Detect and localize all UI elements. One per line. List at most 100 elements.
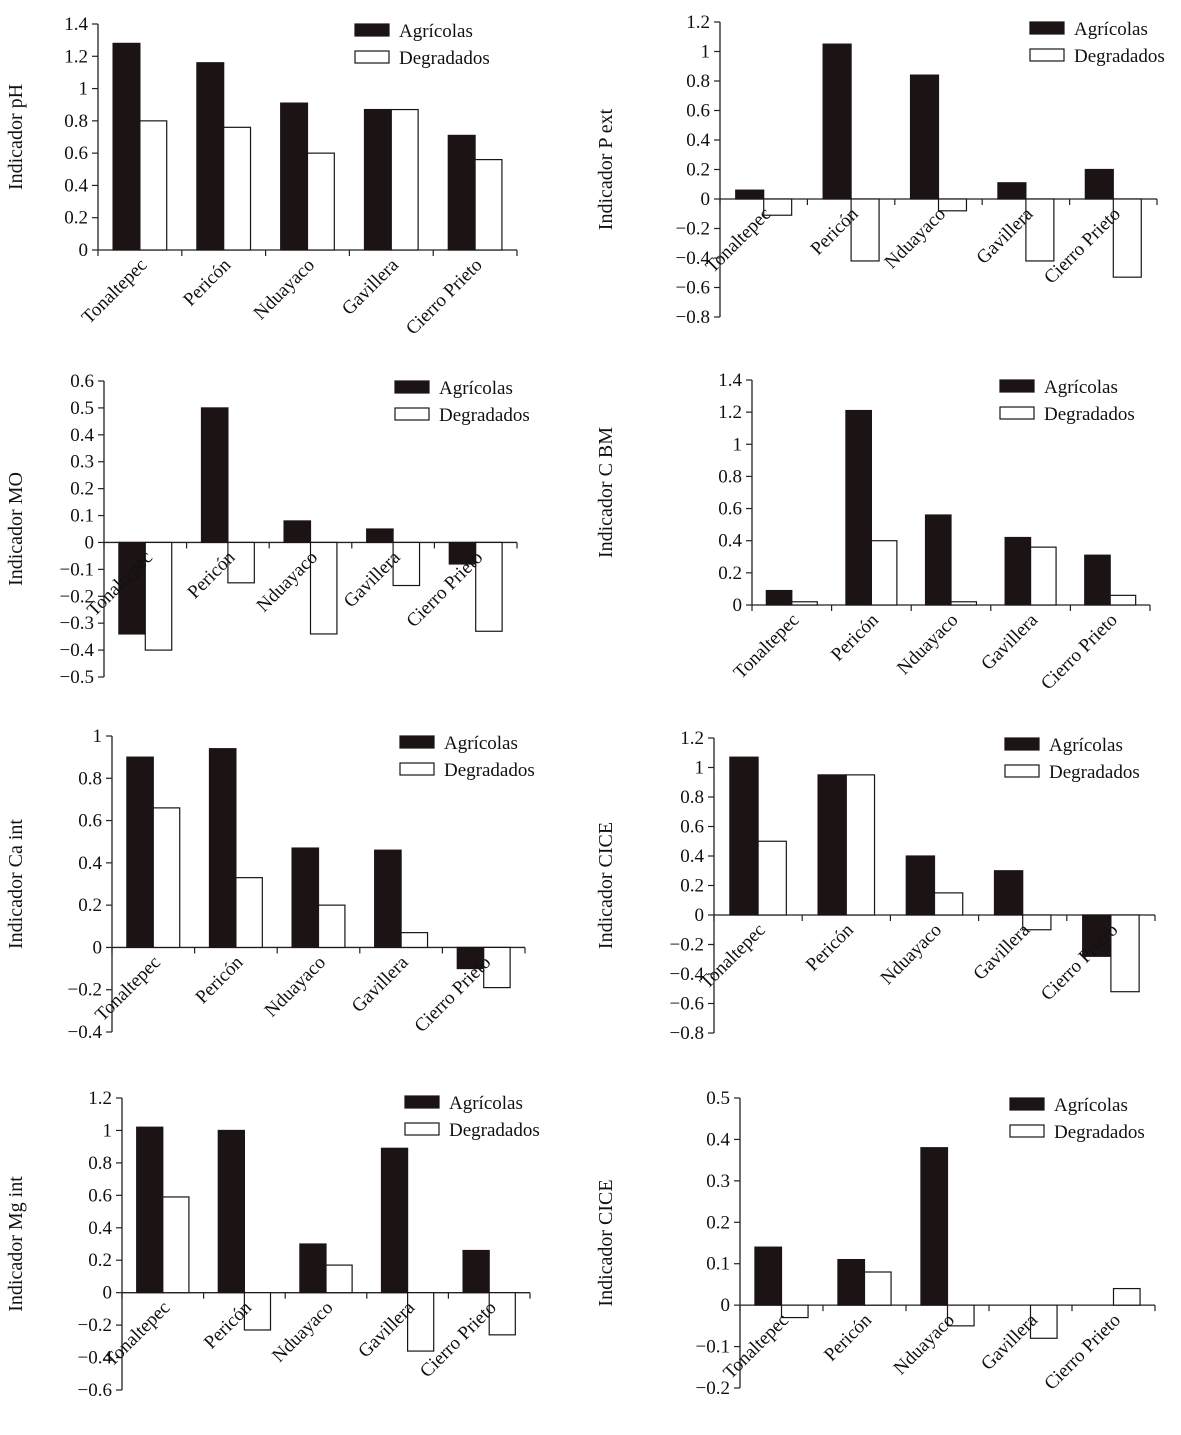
bar-degradados <box>863 1271 892 1306</box>
panel-mg-int: −0.6 −0.4 −0.2 0 0.2 0.4 0.6 0.8 1 1.2 Indicador M… <box>0 1080 590 1435</box>
bar-agricolas <box>909 74 940 200</box>
bar-agricolas <box>363 108 392 251</box>
y-tick-label: 1 <box>695 758 705 779</box>
bar-degradados <box>850 198 880 262</box>
y-tick-label: 0.4 <box>680 846 704 867</box>
bar-agricolas <box>729 756 759 916</box>
y-tick-label: −0.8 <box>676 307 710 328</box>
legend-label-agricolas: Agrícolas <box>1074 19 1148 40</box>
bar-agricolas <box>200 407 229 544</box>
panel-c-bm: 0 0.2 0.4 0.6 0.8 1 1.2 1.4 Indicador C BM Tonalt… <box>590 360 1180 715</box>
y-tick-label: 0.6 <box>78 811 102 832</box>
y-tick-label: 0.5 <box>70 398 94 419</box>
category-label: Tonaltepec <box>78 255 152 329</box>
y-tick-label: −0.6 <box>670 994 704 1015</box>
category-label: Nduayaco <box>877 920 946 989</box>
bar-degradados <box>152 807 181 949</box>
chart-svg: −0.5 −0.4 −0.3 −0.2 −0.1 0 0.1 0.2 0.3 0.4 0.5 0.6 I… <box>5 371 530 688</box>
y-tick-label: −0.2 <box>696 1378 730 1399</box>
y-tick-label: 0 <box>79 240 89 261</box>
bar-agricolas <box>217 1129 245 1294</box>
y-tick-label: 1 <box>733 434 743 455</box>
legend: Agrícolas Degradados <box>999 377 1135 425</box>
y-tick-label: −0.2 <box>676 219 710 240</box>
bar-degradados <box>306 152 335 251</box>
legend-label-agricolas: Agrícolas <box>1049 735 1123 756</box>
bar-agricolas <box>380 1147 409 1294</box>
bar-degradados <box>325 1264 353 1294</box>
y-tick-label: 1.2 <box>686 12 710 33</box>
bar-agricolas <box>754 1246 783 1306</box>
y-tick-label: −0.4 <box>78 1348 113 1369</box>
y-tick-label: 0.2 <box>680 876 704 897</box>
legend: Agrícolas Degradados <box>1029 19 1165 67</box>
panel-cice: −0.8 −0.6 −0.4 −0.2 0 0.2 0.4 0.6 0.8 1 1.2 Indicad… <box>590 718 1180 1073</box>
y-tick-label: 0 <box>701 189 711 210</box>
y-tick-label: 0.6 <box>686 101 710 122</box>
y-tick-label: 0.4 <box>64 175 88 196</box>
bar-degradados <box>475 541 503 632</box>
category-label: Tonaltepec <box>702 204 776 278</box>
y-tick-label: −0.1 <box>60 559 94 580</box>
bar-degradados <box>933 892 964 916</box>
legend-label-degradados: Degradados <box>1074 46 1165 67</box>
category-label: Gavillera <box>977 609 1042 674</box>
y-axis-title: Indicador CICE <box>595 822 617 949</box>
y-tick-label: 1.2 <box>64 46 88 67</box>
y-tick-label: 0.8 <box>680 787 704 808</box>
y-tick-label: −0.5 <box>60 667 94 688</box>
chart-svg: −0.4 −0.2 0 0.2 0.4 0.6 0.8 1 Indicador Ca int To… <box>5 726 535 1043</box>
bar-degradados <box>243 1292 272 1331</box>
y-tick-label: 0.1 <box>70 506 94 527</box>
legend-swatch-degradados <box>394 407 430 421</box>
bar-agricolas <box>1004 536 1032 606</box>
y-tick-label: 1.4 <box>64 14 88 35</box>
category-label: Gavillera <box>338 254 403 319</box>
bar-agricolas <box>735 189 765 200</box>
category-label: Gavillera <box>348 952 413 1017</box>
category-label: Pericón <box>179 254 235 310</box>
panel-ca-int: −0.4 −0.2 0 0.2 0.4 0.6 0.8 1 Indicador Ca int To… <box>0 718 590 1073</box>
legend-label-degradados: Degradados <box>1049 762 1140 783</box>
y-tick-label: 0.2 <box>88 1250 112 1271</box>
bar-agricolas <box>196 62 225 251</box>
category-label: Nduayaco <box>250 255 319 324</box>
y-tick-label: 0 <box>695 905 705 926</box>
legend-swatch-degradados <box>1004 764 1040 778</box>
bar-agricolas <box>993 870 1024 916</box>
y-tick-label: 0.2 <box>70 479 94 500</box>
legend-label-degradados: Degradados <box>439 405 530 426</box>
bar-agricolas <box>112 42 141 251</box>
legend-swatch-agricolas <box>1004 737 1040 751</box>
bar-agricolas <box>299 1243 327 1294</box>
category-label: Tonaltepec <box>91 952 165 1026</box>
y-tick-label: 1 <box>93 726 103 747</box>
bar-degradados <box>317 904 346 949</box>
y-tick-label: −0.4 <box>670 964 705 985</box>
y-tick-label: −0.1 <box>696 1337 730 1358</box>
y-tick-label: 0.4 <box>718 531 742 552</box>
panel-mo: −0.5 −0.4 −0.3 −0.2 −0.1 0 0.1 0.2 0.3 0.4 0.5 0.6 I… <box>0 360 590 715</box>
y-tick-label: −0.3 <box>60 613 94 634</box>
y-tick-label: 0.8 <box>686 71 710 92</box>
bar-degradados <box>763 198 793 216</box>
bar-degradados <box>139 120 168 251</box>
y-tick-label: −0.8 <box>670 1023 704 1044</box>
y-tick-label: 0.3 <box>706 1171 730 1192</box>
legend-swatch-agricolas <box>354 23 390 37</box>
category-label: Pericón <box>192 952 248 1008</box>
bar-agricolas <box>462 1249 490 1294</box>
y-tick-label: 1 <box>103 1120 113 1141</box>
y-axis-title: Indicador P ext <box>595 108 617 230</box>
y-tick-label: 0.8 <box>718 466 742 487</box>
bar-degradados <box>474 159 503 251</box>
legend-label-agricolas: Agrícolas <box>444 733 518 754</box>
category-label: Nduayaco <box>881 204 950 273</box>
y-tick-label: 0 <box>733 595 743 616</box>
bar-agricolas <box>366 528 394 544</box>
chart-svg: −0.8 −0.6 −0.4 −0.2 0 0.2 0.4 0.6 0.8 1 1.2 Indicad… <box>595 12 1165 328</box>
legend-swatch-degradados <box>399 762 435 776</box>
y-tick-label: 0.2 <box>706 1212 730 1233</box>
legend-swatch-agricolas <box>394 380 430 394</box>
